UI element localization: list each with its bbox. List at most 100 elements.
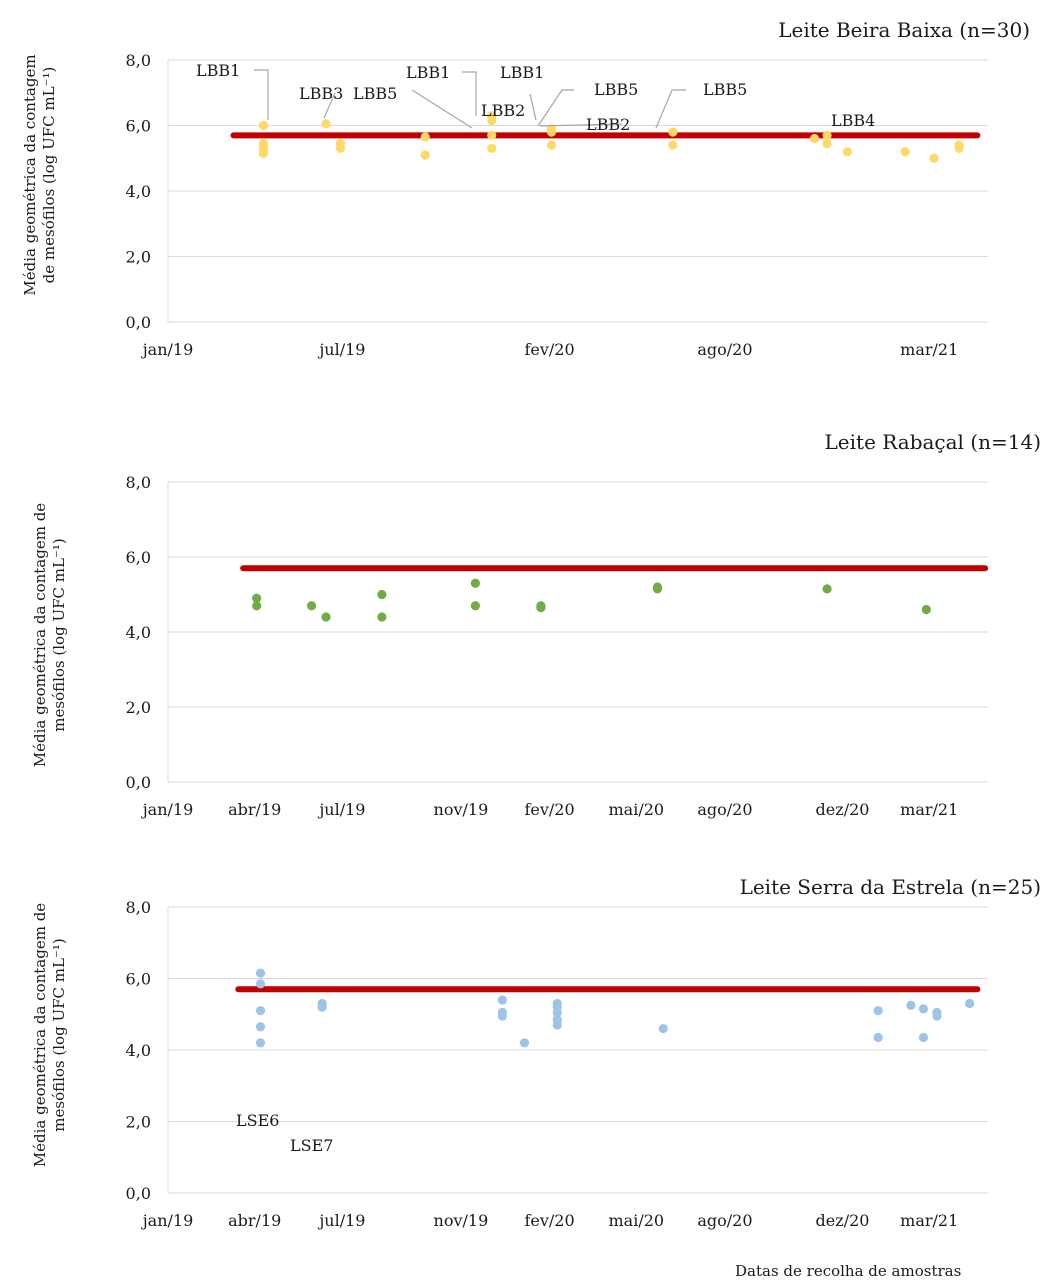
x-tick-label: abr/19 (228, 1211, 281, 1230)
annotation-leader-line (254, 69, 269, 120)
y-tick-label: 4,0 (126, 1041, 151, 1060)
data-point (658, 1023, 668, 1034)
data-point (252, 593, 262, 603)
x-tick-label: nov/19 (434, 1211, 489, 1230)
x-tick-label: jul/19 (317, 800, 365, 819)
data-point (258, 148, 268, 158)
y-tick-label: 6,0 (126, 117, 151, 136)
data-point (536, 603, 546, 613)
x-tick-label: dez/20 (816, 800, 870, 819)
data-point (668, 127, 678, 137)
x-tick-label: jul/19 (317, 1211, 365, 1230)
data-point (420, 132, 430, 142)
data-point (255, 968, 266, 978)
x-tick-label: fev/20 (524, 800, 574, 819)
y-tick-label: 8,0 (126, 898, 151, 917)
data-point (420, 150, 430, 160)
x-tick-label: mai/20 (609, 800, 665, 819)
annotation-leader-line (411, 89, 473, 129)
x-axis-label: Datas de recolha de amostras (735, 1262, 962, 1280)
data-point (255, 1022, 266, 1032)
annotation-leader-line (655, 89, 686, 129)
data-point (377, 589, 387, 600)
annotation-leader-line (323, 92, 336, 119)
data-point (652, 584, 663, 594)
data-point (519, 1038, 530, 1048)
data-point (255, 1038, 266, 1048)
annotation-leader-line (529, 93, 537, 121)
data-point (497, 995, 507, 1005)
annotation-label: LBB5 (594, 80, 638, 99)
y-tick-label: 4,0 (126, 182, 151, 201)
annotation-label: LSE6 (236, 1111, 279, 1130)
data-point (306, 601, 317, 611)
x-tick-label: fev/20 (524, 340, 574, 359)
data-point (932, 1011, 942, 1021)
chart-title: Leite Beira Baixa (n=30) (778, 18, 1030, 42)
annotation-label: LSE7 (290, 1136, 333, 1155)
annotation-leader-line (462, 71, 477, 116)
annotation-label: LBB1 (500, 63, 544, 82)
x-tick-label: jan/19 (141, 800, 194, 819)
data-point (873, 1006, 883, 1016)
x-tick-label: mar/21 (900, 340, 958, 359)
y-tick-label: 8,0 (126, 473, 151, 492)
x-tick-label: mar/21 (900, 1211, 958, 1230)
data-point (668, 140, 678, 150)
data-point (552, 1007, 562, 1018)
annotation-leader-line (537, 89, 574, 127)
x-tick-label: jan/19 (141, 340, 194, 359)
data-point (822, 130, 832, 140)
x-tick-label: mar/21 (900, 800, 958, 819)
data-point (929, 153, 939, 163)
data-point (487, 130, 497, 140)
data-point (900, 147, 910, 157)
data-point (470, 601, 480, 611)
data-point (470, 578, 480, 588)
y-tick-label: 2,0 (126, 1113, 151, 1132)
annotation-label: LBB1 (196, 61, 240, 80)
x-tick-label: abr/19 (228, 800, 281, 819)
data-point (552, 1020, 562, 1030)
chart-title: Leite Rabaçal (n=14) (824, 430, 1041, 454)
data-point (377, 612, 387, 622)
y-tick-label: 8,0 (126, 51, 151, 70)
chart-title: Leite Serra da Estrela (n=25) (739, 875, 1041, 899)
data-point (258, 120, 268, 131)
annotation-label: LBB5 (703, 80, 747, 99)
data-point (918, 1004, 929, 1014)
x-tick-label: ago/20 (697, 340, 752, 359)
data-point (965, 998, 975, 1009)
x-tick-label: jul/19 (317, 340, 365, 359)
data-point (873, 1032, 883, 1043)
data-point (321, 612, 331, 622)
data-point (822, 138, 832, 149)
x-tick-label: nov/19 (434, 800, 489, 819)
x-tick-label: mai/20 (609, 1211, 665, 1230)
y-tick-label: 0,0 (126, 773, 151, 792)
y-tick-label: 0,0 (126, 313, 151, 332)
data-point (335, 143, 346, 154)
data-point (822, 584, 832, 594)
y-tick-label: 2,0 (126, 698, 151, 717)
data-point (546, 140, 557, 150)
annotation-leader-line (539, 123, 623, 127)
x-tick-label: fev/20 (524, 1211, 574, 1230)
data-point (255, 979, 266, 989)
annotation-label: LBB5 (353, 84, 397, 103)
data-point (317, 1002, 327, 1012)
x-tick-label: ago/20 (697, 1211, 752, 1230)
x-tick-label: ago/20 (697, 800, 752, 819)
y-tick-label: 2,0 (126, 248, 151, 267)
data-point (809, 134, 820, 144)
y-tick-label: 6,0 (126, 548, 151, 567)
y-tick-label: 0,0 (126, 1184, 151, 1203)
annotation-label: LBB2 (586, 115, 630, 134)
y-tick-label: 6,0 (126, 970, 151, 989)
annotation-label: LBB4 (831, 111, 875, 130)
data-point (487, 143, 497, 154)
data-point (546, 127, 557, 137)
